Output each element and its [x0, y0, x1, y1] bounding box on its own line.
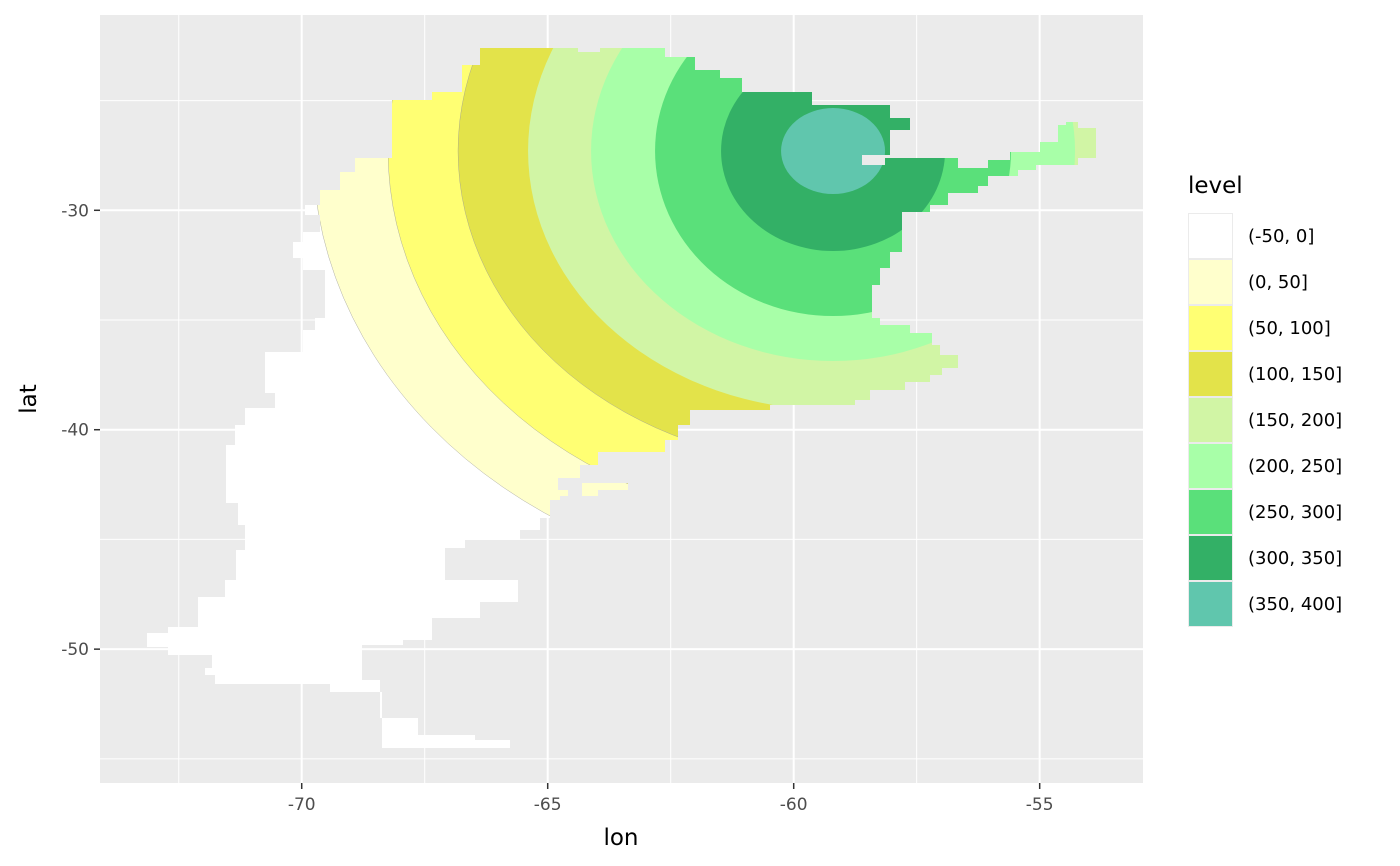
legend-key-swatch: [1189, 306, 1232, 350]
legend-key-swatch: [1189, 214, 1232, 258]
legend-key-swatch: [1189, 260, 1232, 304]
x-axis: -70 -65 -60 -55: [288, 783, 1054, 815]
legend-label: (-50, 0]: [1248, 226, 1314, 247]
x-axis-title: lon: [603, 825, 638, 851]
y-tick-label: -40: [61, 421, 89, 441]
y-tick-label: -30: [61, 201, 89, 221]
legend-key-swatch: [1189, 398, 1232, 442]
legend-key-swatch: [1189, 582, 1232, 626]
legend-label: (0, 50]: [1248, 272, 1308, 293]
legend-items: (-50, 0] (0, 50] (50, 100] (100, 150] (150, …: [1188, 213, 1342, 627]
legend-key-swatch: [1189, 352, 1232, 396]
legend-label: (150, 200]: [1248, 410, 1342, 431]
y-axis: -30 -40 -50: [61, 201, 100, 660]
legend-title: level: [1188, 173, 1243, 199]
legend-label: (350, 400]: [1248, 594, 1342, 615]
legend: level (-50, 0] (0, 50] (50, 100] (100, 150]…: [1188, 173, 1342, 627]
legend-key-swatch: [1189, 490, 1232, 534]
x-tick-label: -55: [1026, 795, 1054, 815]
legend-label: (250, 300]: [1248, 502, 1342, 523]
legend-label: (100, 150]: [1248, 364, 1342, 385]
y-tick-label: -50: [61, 640, 89, 660]
legend-label: (300, 350]: [1248, 548, 1342, 569]
legend-label: (50, 100]: [1248, 318, 1331, 339]
y-axis-title: lat: [16, 384, 42, 414]
x-tick-label: -60: [780, 795, 808, 815]
legend-key-swatch: [1189, 536, 1232, 580]
legend-label: (200, 250]: [1248, 456, 1342, 477]
x-tick-label: -70: [288, 795, 316, 815]
legend-key-swatch: [1189, 444, 1232, 488]
x-tick-label: -65: [534, 795, 562, 815]
contour-band-8: [781, 108, 886, 195]
